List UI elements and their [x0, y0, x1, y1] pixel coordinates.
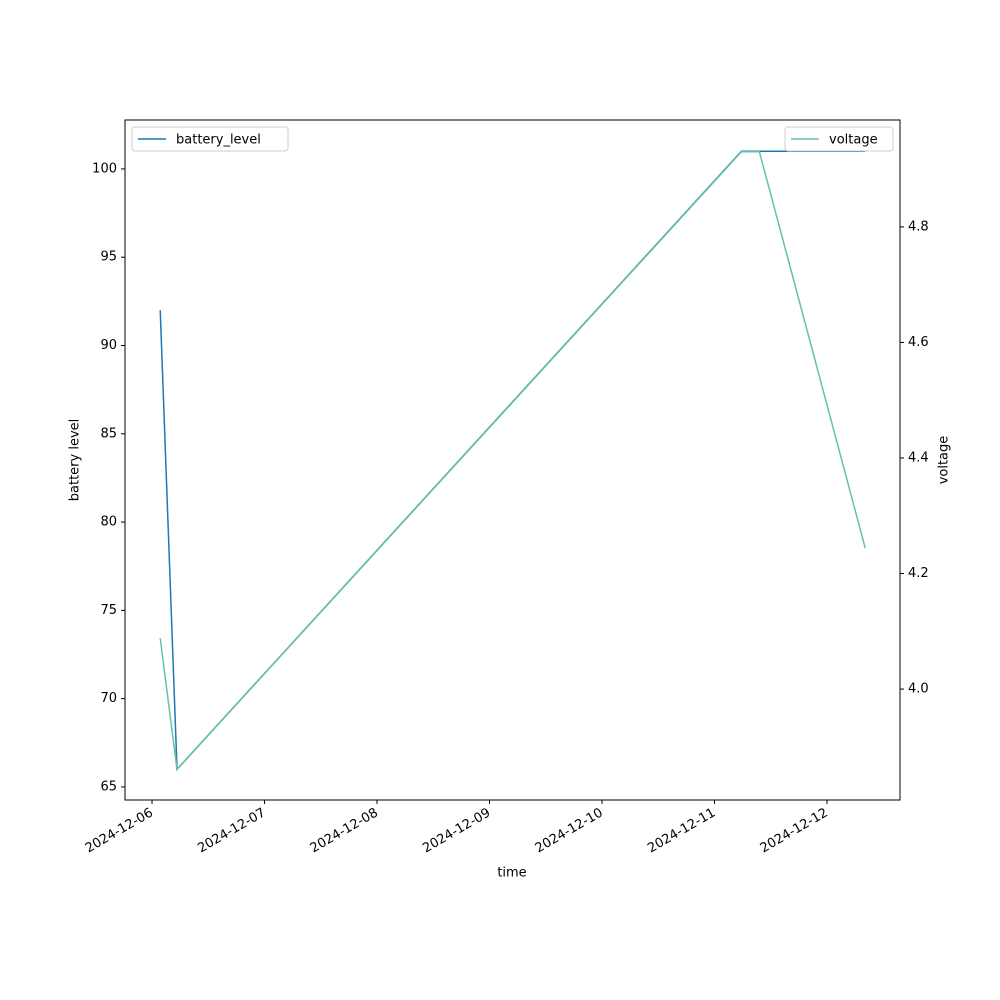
plot-frame — [124, 119, 901, 801]
y2-tick-label: 4.2 — [908, 566, 929, 581]
y-tick-label: 90 — [100, 338, 117, 353]
series-line — [159, 150, 866, 772]
x-tick-label: 2024-12-11 — [645, 806, 718, 857]
legend-box — [784, 126, 894, 152]
y2-tick-label: 4.4 — [908, 450, 929, 465]
y-tick-label: 70 — [100, 691, 117, 706]
x-tick-label: 2024-12-06 — [83, 806, 156, 857]
y-tick-label: 100 — [92, 161, 117, 176]
legend-box — [131, 126, 289, 152]
legend-label: voltage — [829, 133, 878, 148]
y-tick-label: 65 — [100, 779, 117, 794]
x-tick-label: 2024-12-07 — [195, 806, 268, 857]
y-tick-label: 75 — [100, 603, 117, 618]
y2-tick-label: 4.8 — [908, 219, 929, 234]
y-tick-label: 85 — [100, 426, 117, 441]
series-line — [159, 151, 866, 772]
y-tick-label: 95 — [100, 250, 117, 265]
legend: battery_level — [131, 126, 289, 152]
y2-tick-label: 4.6 — [908, 335, 929, 350]
x-tick-label: 2024-12-09 — [420, 806, 493, 857]
y-tick-label: 80 — [100, 515, 117, 530]
x-tick-label: 2024-12-08 — [308, 806, 381, 857]
legend: voltage — [784, 126, 894, 152]
y2-axis-label: voltage — [937, 436, 952, 485]
y-axis-label: battery level — [68, 419, 83, 502]
x-tick-label: 2024-12-12 — [758, 806, 831, 857]
y2-tick-label: 4.0 — [908, 682, 929, 697]
x-tick-label: 2024-12-10 — [533, 806, 606, 857]
legend-label: battery_level — [176, 133, 261, 148]
x-axis-label: time — [497, 866, 526, 881]
